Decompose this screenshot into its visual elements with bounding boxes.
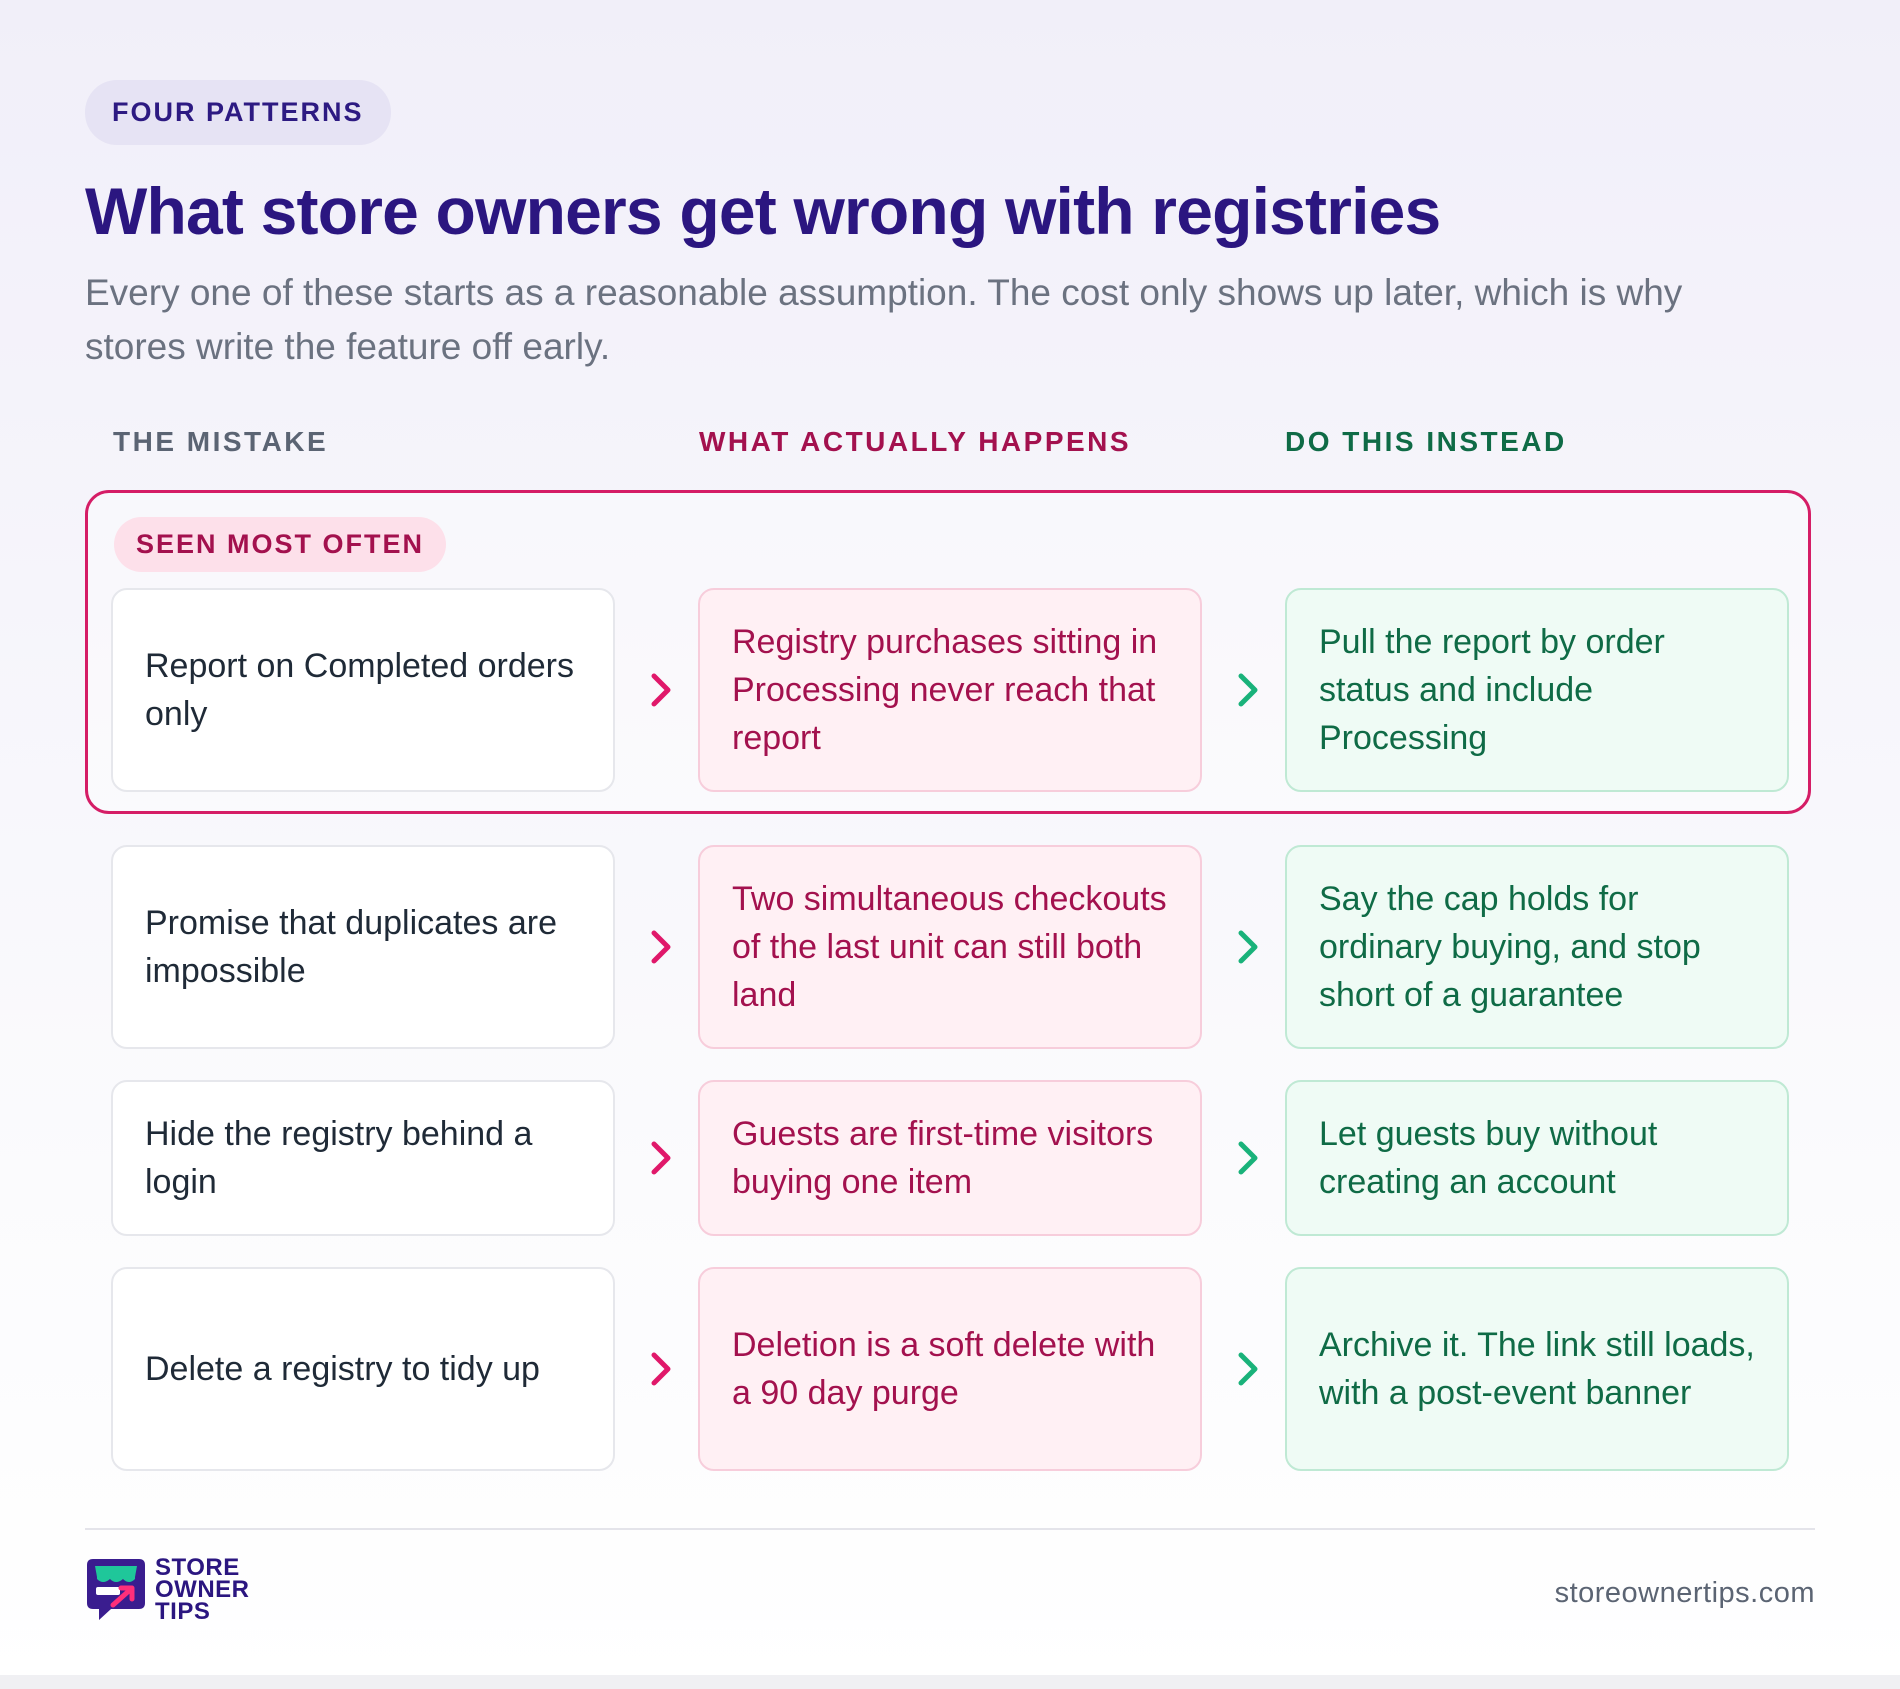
page-subtitle: Every one of these starts as a reasonabl… <box>85 271 1683 367</box>
instead-text: Pull the report by order status and incl… <box>1319 623 1665 757</box>
happens-card: Guests are first-time visitors buying on… <box>698 1080 1202 1236</box>
infographic: FOUR PATTERNS What store owners get wron… <box>85 80 1815 1471</box>
column-headers: THE MISTAKE WHAT ACTUALLY HAPPENS DO THI… <box>85 426 1815 466</box>
bottom-band <box>0 1675 1900 1689</box>
instead-card: Pull the report by order status and incl… <box>1285 588 1789 792</box>
mistake-card: Promise that duplicates are impossible <box>111 845 615 1049</box>
logo-wordmark: STORE OWNER TIPS <box>155 1554 250 1625</box>
happens-text: Deletion is a soft delete with a 90 day … <box>732 1326 1156 1412</box>
logo-line: OWNER <box>155 1576 250 1603</box>
pattern-row: Hide the registry behind a login Guests … <box>111 1080 1789 1236</box>
happens-card: Two simultaneous checkouts of the last u… <box>698 845 1202 1049</box>
mistake-text: Report on Completed orders only <box>145 647 575 733</box>
site-url[interactable]: storeownertips.com <box>1554 1577 1815 1609</box>
pattern-row: Report on Completed orders only Registry… <box>111 588 1789 792</box>
happens-text: Registry purchases sitting in Processing… <box>732 623 1158 757</box>
chevron-right-icon <box>641 927 681 967</box>
instead-text: Say the cap holds for ordinary buying, a… <box>1319 880 1701 1014</box>
column-header-happens: WHAT ACTUALLY HAPPENS <box>699 425 1132 457</box>
store-owner-tips-logo-icon <box>87 1559 145 1620</box>
chevron-right-icon <box>1228 670 1268 710</box>
logo-line: STORE <box>155 1554 240 1581</box>
chevron-right-icon <box>1228 1138 1268 1178</box>
chevron-right-icon <box>641 1349 681 1389</box>
happens-text: Guests are first-time visitors buying on… <box>732 1115 1154 1201</box>
mistake-text: Hide the registry behind a login <box>145 1115 533 1201</box>
brand-logo[interactable]: STORE OWNER TIPS <box>85 1554 250 1625</box>
mistake-card: Report on Completed orders only <box>111 588 615 792</box>
pattern-row: Promise that duplicates are impossible T… <box>111 845 1789 1049</box>
instead-text: Archive it. The link still loads, with a… <box>1319 1326 1755 1412</box>
chevron-right-icon <box>641 670 681 710</box>
instead-card: Let guests buy without creating an accou… <box>1285 1080 1789 1236</box>
page-title: What store owners get wrong with registr… <box>85 174 1441 248</box>
eyebrow-badge: FOUR PATTERNS <box>85 80 391 145</box>
happens-card: Registry purchases sitting in Processing… <box>698 588 1202 792</box>
happens-text: Two simultaneous checkouts of the last u… <box>732 880 1167 1014</box>
seen-most-often-badge: SEEN MOST OFTEN <box>114 517 447 572</box>
mistake-text: Delete a registry to tidy up <box>145 1350 540 1388</box>
column-header-instead: DO THIS INSTEAD <box>1285 425 1567 457</box>
chevron-right-icon <box>1228 927 1268 967</box>
instead-card: Say the cap holds for ordinary buying, a… <box>1285 845 1789 1049</box>
chevron-right-icon <box>1228 1349 1268 1389</box>
happens-card: Deletion is a soft delete with a 90 day … <box>698 1267 1202 1471</box>
mistake-text: Promise that duplicates are impossible <box>145 904 557 990</box>
footer-divider <box>85 1528 1815 1530</box>
instead-text: Let guests buy without creating an accou… <box>1319 1115 1658 1201</box>
chevron-right-icon <box>641 1138 681 1178</box>
mistake-card: Hide the registry behind a login <box>111 1080 615 1236</box>
pattern-row: Delete a registry to tidy up Deletion is… <box>111 1267 1789 1471</box>
logo-line: TIPS <box>155 1598 211 1625</box>
column-header-mistake: THE MISTAKE <box>113 425 329 457</box>
instead-card: Archive it. The link still loads, with a… <box>1285 1267 1789 1471</box>
mistake-card: Delete a registry to tidy up <box>111 1267 615 1471</box>
